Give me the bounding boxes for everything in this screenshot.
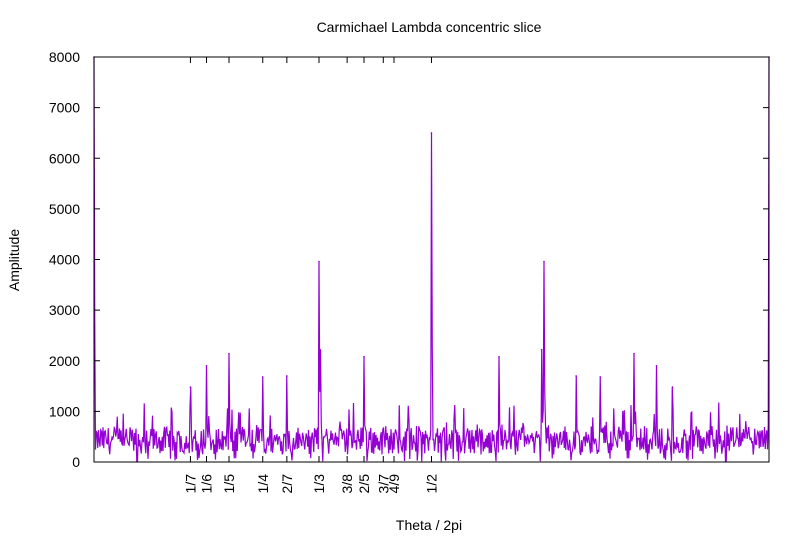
x-tick-label-2: 1/5 [221,474,237,494]
peak-point-10 [498,355,500,358]
peak-point-2 [205,365,208,367]
peak-point-3 [228,352,230,355]
x-tick-label-7: 2/5 [356,474,372,494]
peak-point-17 [671,386,674,388]
y-tick-label-1: 1000 [49,403,80,419]
y-tick-label-2: 2000 [49,353,80,369]
y-tick-label-4: 4000 [49,252,80,268]
peak-point-11 [540,348,543,351]
x-tick-label-6: 3/8 [339,474,355,494]
x-axis-label: Theta / 2pi [396,517,462,533]
y-tick-label-3: 3000 [49,302,80,318]
x-tick-label-1: 1/6 [199,474,215,494]
x-tick-label-3: 1/4 [255,474,271,494]
chart-title: Carmichael Lambda concentric slice [317,19,542,35]
axes: 0 1000 2000 3000 4000 5000 6000 7000 8000 1/7 1/6 1… [49,49,770,494]
y-axis-label: Amplitude [6,229,22,291]
peak-point-12 [543,260,545,263]
series-line [93,56,770,462]
peak-point-5 [286,375,288,377]
x-tick-label-10: 1/2 [424,474,440,494]
y-tick-label-0: 0 [72,454,80,470]
peak-point-16 [655,365,658,367]
peak-point-14 [599,376,602,378]
peak-point-6 [318,260,320,263]
y-tick-label-7: 7000 [49,100,80,116]
x-tick-label-4: 2/7 [279,474,295,494]
x-tick-label-0: 1/7 [182,474,198,494]
peak-point-13 [575,375,577,377]
y-tick-label-6: 6000 [49,150,80,166]
peak-point-4 [261,376,264,378]
x-tick-label-9: 4/9 [386,474,402,494]
peak-point-9 [430,132,433,134]
plot-marks [93,56,770,462]
x-tick-label-5: 1/3 [311,474,327,494]
peak-point-15 [633,352,635,355]
y-tick-label-5: 5000 [49,201,80,217]
x-tick-label-8: 3/7 [375,474,391,494]
peak-point-7 [319,348,321,351]
peak-point-8 [363,355,365,358]
peak-point-1 [189,386,192,388]
y-tick-label-8: 8000 [49,49,80,65]
